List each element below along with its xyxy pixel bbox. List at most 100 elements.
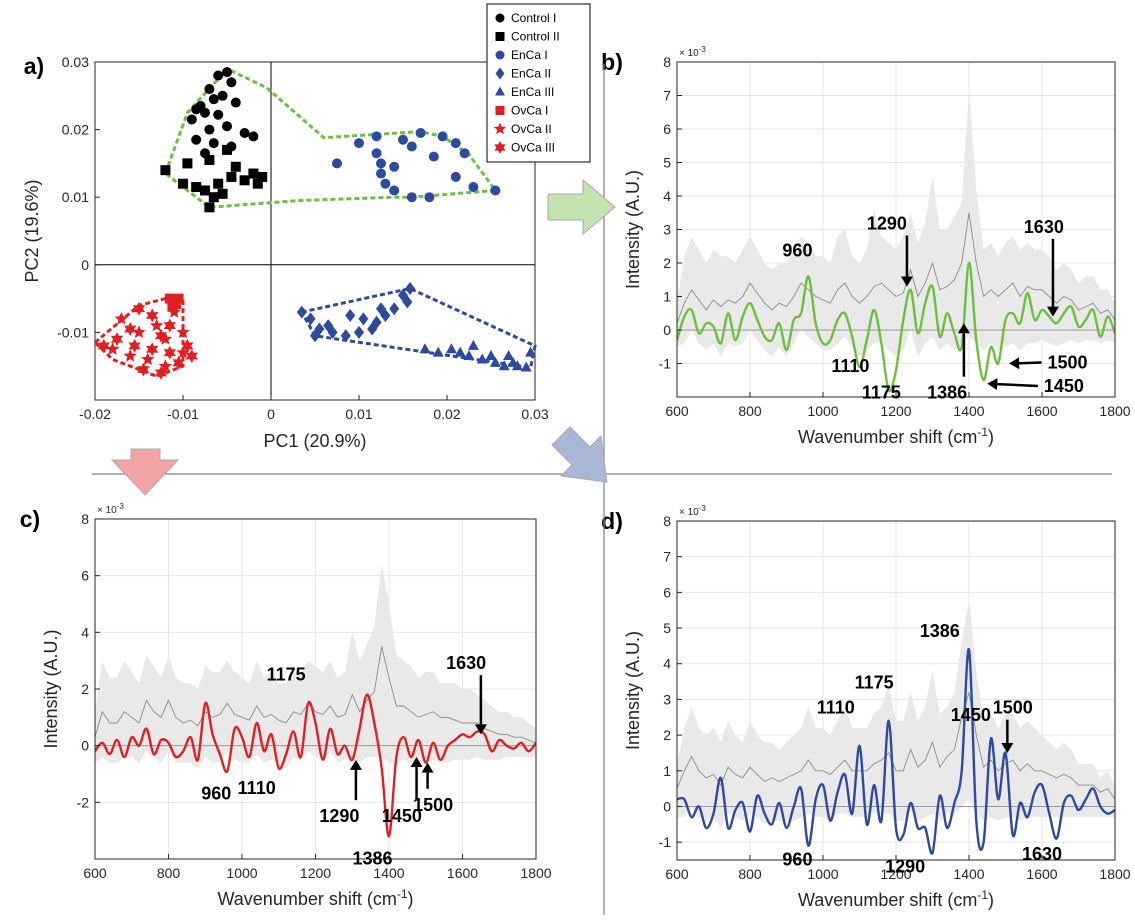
legend-marker — [495, 86, 505, 96]
scatter-point — [358, 312, 369, 326]
flow-arrow-red — [110, 448, 180, 496]
x-tick-label: 1400 — [953, 866, 984, 882]
axis-exponent: × 10-3 — [679, 504, 706, 518]
legend-label: OvCa II — [511, 122, 552, 136]
peak-label: 1630 — [1024, 217, 1064, 237]
annotation-arrow-head — [349, 759, 362, 770]
scatter-point — [217, 90, 228, 101]
scatter-point — [208, 94, 219, 105]
annotation-arrow-head — [421, 762, 434, 773]
scatter-point — [230, 97, 241, 108]
annotation-arrow-head — [1001, 742, 1014, 753]
y-tick-label: 5 — [663, 620, 671, 636]
scatter-point — [124, 322, 137, 336]
panel-a: -0.02 -0.01 0 0.01 0.02 0.03 0.03 0.02 0.01 0 -0.0… — [22, 3, 591, 451]
x-tick-label: 1400 — [373, 865, 404, 881]
y-axis-label: PC2 (19.6%) — [22, 179, 42, 282]
scatter-point — [490, 185, 501, 196]
annotation-arrow-head — [987, 378, 998, 391]
scatter-point — [437, 131, 448, 142]
peak-label: 1500 — [413, 795, 453, 815]
x-tick-label: 800 — [738, 866, 762, 882]
scatter-point — [468, 182, 479, 193]
y-tick-label: 7 — [663, 549, 671, 565]
legend-box — [486, 3, 591, 163]
scatter-point — [248, 131, 259, 142]
difference-spectrum — [677, 261, 1115, 393]
legend-label: EnCa II — [511, 67, 551, 81]
scatter-point — [182, 158, 193, 169]
scatter-point — [128, 338, 141, 353]
scatter-point — [200, 185, 210, 196]
scatter-point — [213, 109, 224, 120]
x-axis-label-sup: -1 — [977, 425, 988, 439]
scatter-point — [332, 158, 342, 169]
legend-label: OvCa III — [511, 141, 555, 155]
flow-arrows — [110, 178, 616, 496]
scatter-point — [191, 134, 202, 145]
x-tick-label: 1000 — [807, 403, 838, 419]
annotation-arrow-shaft — [997, 382, 1038, 388]
x-tick-label: 800 — [738, 403, 762, 419]
scatter-point — [371, 315, 382, 329]
scatter-point — [105, 342, 120, 355]
peak-label: 1386 — [920, 621, 960, 641]
axis-exponent-base: × 10 — [97, 505, 117, 516]
scatter-point — [445, 343, 457, 354]
y-tick-label: 6 — [663, 121, 671, 137]
difference-spectrum — [677, 648, 1115, 855]
axis-exponent-power: -3 — [699, 504, 707, 513]
scatter-point — [463, 350, 475, 361]
x-tick-label: 600 — [83, 865, 107, 881]
y-tick-label: 6 — [663, 584, 671, 600]
scatter-point — [476, 353, 488, 364]
axis-exponent: × 10-3 — [679, 45, 706, 59]
scatter-point — [222, 144, 232, 155]
scatter-point — [310, 329, 320, 343]
mean-spectrum — [677, 212, 1115, 324]
y-tick-label: 4 — [663, 656, 671, 672]
y-tick-label: 4 — [663, 188, 671, 204]
scatter-point — [226, 171, 237, 182]
x-tick-label: 0.01 — [345, 406, 372, 422]
axis-exponent: × 10-3 — [97, 502, 124, 516]
y-tick-label: 0 — [81, 257, 89, 273]
peak-label: 1175 — [862, 383, 901, 403]
y-tick-label: 0 — [81, 738, 89, 754]
y-tick-label: 2 — [81, 681, 89, 697]
x-tick-label: 0.02 — [433, 406, 460, 422]
scatter-point — [114, 311, 129, 325]
legend-marker — [494, 141, 506, 154]
y-tick-label: 1 — [663, 289, 671, 305]
x-tick-label: 1800 — [1099, 403, 1130, 419]
panel-label-c: c) — [20, 506, 40, 532]
scatter-point — [406, 192, 417, 203]
x-tick-label: 600 — [665, 403, 689, 419]
x-tick-label: 1200 — [880, 403, 911, 419]
y-tick-label: 3 — [663, 222, 671, 238]
x-axis-label-sup: -1 — [397, 887, 408, 901]
y-tick-label: 2 — [663, 255, 671, 271]
y-axis-label: Intensity (A.U.) — [623, 631, 643, 750]
axis-exponent-base: × 10 — [679, 48, 699, 59]
scatter-point — [222, 121, 232, 132]
annotation-arrow-head — [410, 757, 423, 767]
panel-label-b: b) — [601, 49, 623, 75]
peak-label: 1110 — [238, 778, 276, 798]
scatter-point — [296, 305, 307, 319]
annotation-arrow-shaft — [1019, 361, 1042, 365]
scatter-point — [511, 360, 523, 371]
scatter-point — [160, 165, 171, 176]
x-tick-label: 1600 — [1026, 866, 1057, 882]
legend-label: EnCa I — [511, 48, 548, 62]
scatter-point — [354, 325, 364, 339]
scatter-point — [141, 352, 155, 366]
scatter-point — [257, 171, 268, 182]
legend-label: EnCa III — [511, 85, 554, 99]
cluster-hull — [299, 286, 537, 370]
scatter-point — [323, 319, 334, 333]
y-tick-label: 5 — [663, 155, 671, 171]
x-tick-label: 1200 — [300, 865, 331, 881]
x-tick-label: 0 — [267, 406, 275, 422]
